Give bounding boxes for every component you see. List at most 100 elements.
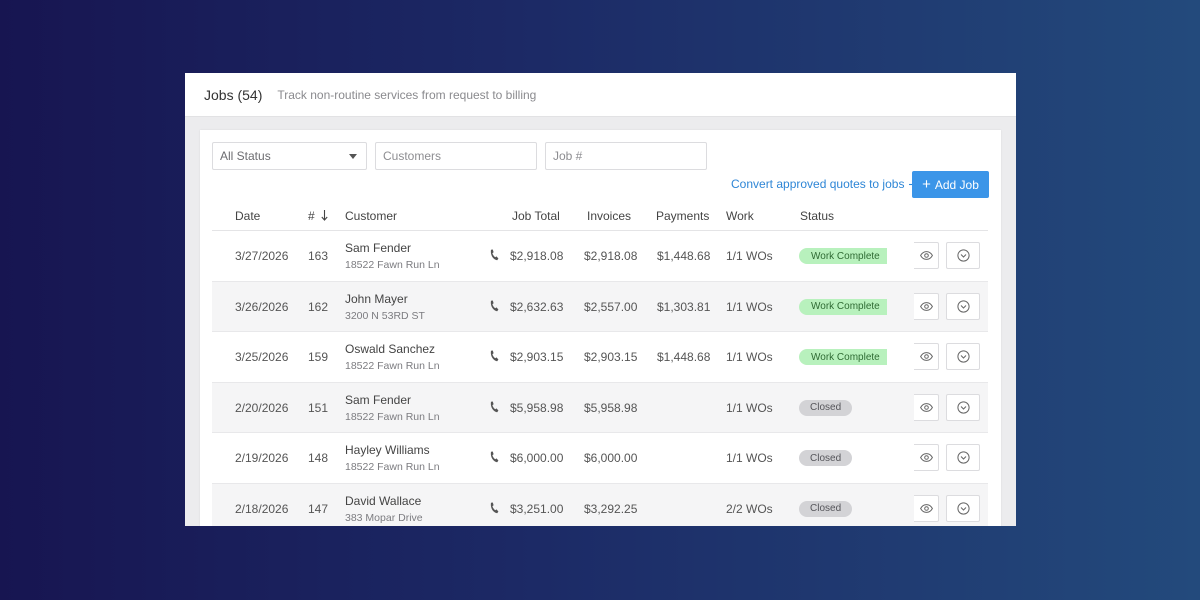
table-row[interactable]: 3/25/2026 159 Oswald Sanchez 18522 Fawn Run… [212,332,988,383]
view-button[interactable] [914,393,939,421]
table-header: Date # Customer Job Total Invoices Payme… [212,201,988,231]
chevron-down-circle-icon [956,299,970,313]
col-number[interactable]: # [308,209,328,223]
col-payments[interactable]: Payments [656,209,710,223]
page-subtitle: Track non-routine services from request … [277,87,537,102]
view-button[interactable] [914,292,939,320]
table-row[interactable]: 2/18/2026 147 David Wallace 383 Mopar Drive… [212,483,988,526]
view-button[interactable] [914,444,939,471]
job-number-input[interactable] [546,143,706,169]
page-title: Jobs (54) [204,86,263,103]
row-customer-name[interactable]: Sam Fender [345,241,412,255]
col-status[interactable]: Status [800,209,835,223]
row-job-total: $5,958.98 [510,400,564,415]
row-customer-address: 18522 Fawn Run Ln [345,259,440,271]
eye-icon [919,352,933,361]
status-badge: Closed [799,450,853,466]
row-customer-address: 383 Mopar Drive [345,511,423,524]
customers-search [375,142,537,170]
row-number: 163 [308,249,329,263]
row-number: 151 [308,400,329,415]
col-invoices[interactable]: Invoices [587,209,632,223]
col-work[interactable]: Work [726,209,754,223]
table-row[interactable]: 2/20/2026 151 Sam Fender 18522 Fawn Run Ln $… [212,382,988,433]
row-date: 3/26/2026 [235,299,289,314]
table-row[interactable]: 2/19/2026 148 Hayley Williams 18522 Fawn Ru… [212,433,988,484]
status-badge: Closed [799,399,853,416]
row-invoices: $5,958.98 [584,400,638,415]
more-actions-button[interactable] [946,393,980,421]
table-row[interactable]: 3/26/2026 162 John Mayer 3200 N 53RD ST $2,6… [212,281,988,332]
status-select[interactable]: All Status [212,142,367,170]
eye-icon [919,503,933,513]
row-invoices: $2,903.15 [584,350,638,364]
arrow-down-icon [321,210,328,221]
more-actions-button[interactable] [946,292,980,320]
row-payments: $1,448.68 [657,350,711,364]
chevron-down-circle-icon [956,451,970,464]
customers-input[interactable] [376,143,536,169]
row-customer-address: 3200 N 53RD ST [345,309,425,322]
row-number: 148 [308,451,329,465]
col-customer[interactable]: Customer [345,209,398,223]
status-badge: Work Complete [799,349,887,365]
more-actions-button[interactable] [946,494,980,522]
add-job-button[interactable]: + Add Job [912,171,989,198]
eye-icon [919,251,933,260]
row-date: 3/27/2026 [235,249,289,263]
row-number: 147 [308,501,329,516]
col-job-total[interactable]: Job Total [512,209,560,223]
row-job-total: $6,000.00 [510,451,564,465]
row-work: 1/1 WOs [726,249,773,263]
jobs-window: Jobs (54) Track non-routine services fro… [185,73,1016,526]
row-invoices: $3,292.25 [584,501,638,516]
more-actions-button[interactable] [946,242,980,269]
row-work: 1/1 WOs [726,299,773,314]
row-customer-address: 18522 Fawn Run Ln [345,461,440,473]
view-button[interactable] [914,343,939,370]
row-invoices: $6,000.00 [584,451,638,465]
filter-bar: All Status [212,142,707,170]
view-button[interactable] [914,242,939,269]
more-actions-button[interactable] [946,343,980,370]
row-date: 2/19/2026 [235,451,289,465]
row-customer-name[interactable]: John Mayer [345,291,408,306]
row-customer-name[interactable]: Hayley Williams [345,443,430,457]
status-badge: Work Complete [799,298,887,315]
phone-icon[interactable] [489,501,499,519]
table-row[interactable]: 3/27/2026 163 Sam Fender 18522 Fawn Run Ln $… [212,231,988,282]
view-button[interactable] [914,494,939,522]
jobs-table-body: 3/27/2026 163 Sam Fender 18522 Fawn Run Ln $… [212,231,988,526]
row-job-total: $3,251.00 [510,501,564,516]
row-customer-address: 18522 Fawn Run Ln [345,410,440,423]
row-customer-name[interactable]: David Wallace [345,493,422,508]
eye-icon [919,453,933,462]
row-invoices: $2,557.00 [584,299,638,314]
convert-quotes-link[interactable]: Convert approved quotes to jobs [731,177,924,191]
chevron-down-circle-icon [956,501,970,515]
eye-icon [919,402,933,412]
row-date: 3/25/2026 [235,350,289,364]
row-work: 1/1 WOs [726,350,773,364]
eye-icon [919,301,933,311]
more-actions-button[interactable] [946,444,980,471]
phone-icon[interactable] [489,400,499,418]
row-date: 2/18/2026 [235,501,289,516]
chevron-down-circle-icon [956,400,970,414]
row-date: 2/20/2026 [235,400,289,415]
phone-icon[interactable] [489,450,499,468]
row-customer-name[interactable]: Sam Fender [345,392,412,407]
phone-icon[interactable] [489,349,499,367]
row-invoices: $2,918.08 [584,249,638,263]
row-work: 1/1 WOs [726,451,773,465]
chevron-down-circle-icon [956,249,970,262]
col-date[interactable]: Date [235,209,261,223]
job-number-search [545,142,707,170]
phone-icon[interactable] [489,299,499,317]
row-customer-name[interactable]: Oswald Sanchez [345,342,436,356]
row-job-total: $2,632.63 [510,299,564,314]
jobs-card: All Status Convert approved quotes to jo… [200,130,1001,526]
page-header: Jobs (54) Track non-routine services fro… [185,73,1016,117]
phone-icon[interactable] [489,248,499,266]
row-payments: $1,448.68 [657,249,711,263]
